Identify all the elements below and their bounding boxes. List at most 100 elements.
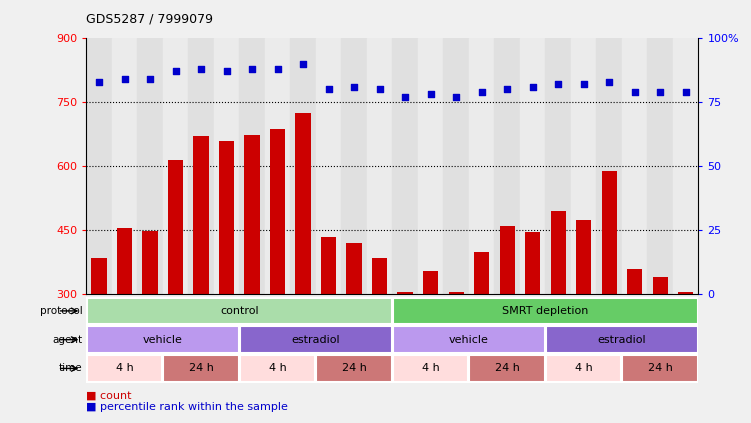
Bar xyxy=(194,136,209,423)
Bar xyxy=(520,38,545,294)
Bar xyxy=(494,38,520,294)
Point xyxy=(475,88,487,95)
Text: GDS5287 / 7999079: GDS5287 / 7999079 xyxy=(86,13,213,26)
Bar xyxy=(546,327,698,353)
Point xyxy=(348,83,360,90)
Bar xyxy=(367,38,392,294)
Point xyxy=(323,86,335,93)
Point xyxy=(119,76,131,82)
Bar xyxy=(143,231,158,423)
Point xyxy=(526,83,538,90)
Point xyxy=(399,93,411,100)
Bar xyxy=(596,38,622,294)
Point xyxy=(424,91,436,98)
Text: estradiol: estradiol xyxy=(598,335,646,345)
Bar xyxy=(240,327,392,353)
Bar xyxy=(469,38,494,294)
Bar xyxy=(469,355,545,382)
Bar xyxy=(316,355,392,382)
Bar xyxy=(295,113,311,423)
Text: 24 h: 24 h xyxy=(648,363,673,374)
Bar xyxy=(678,292,693,423)
Text: 24 h: 24 h xyxy=(342,363,366,374)
Bar xyxy=(86,38,112,294)
Bar xyxy=(112,38,137,294)
Bar xyxy=(546,355,621,382)
Point xyxy=(272,66,284,72)
Text: SMRT depletion: SMRT depletion xyxy=(502,306,589,316)
Bar xyxy=(393,355,469,382)
Bar xyxy=(372,258,388,423)
Text: 24 h: 24 h xyxy=(495,363,520,374)
Text: protocol: protocol xyxy=(40,306,83,316)
Bar xyxy=(270,129,285,423)
Text: control: control xyxy=(220,306,258,316)
Text: time: time xyxy=(59,363,83,374)
Point xyxy=(578,81,590,88)
Bar xyxy=(168,160,183,423)
Bar xyxy=(87,327,239,353)
Bar xyxy=(673,38,698,294)
Bar xyxy=(443,38,469,294)
Bar xyxy=(647,38,673,294)
Bar xyxy=(92,258,107,423)
Bar xyxy=(164,355,239,382)
Text: ■ percentile rank within the sample: ■ percentile rank within the sample xyxy=(86,402,288,412)
Bar xyxy=(214,38,240,294)
Bar xyxy=(87,298,392,324)
Text: 4 h: 4 h xyxy=(269,363,287,374)
Bar xyxy=(117,228,132,423)
Point xyxy=(450,93,462,100)
Text: 24 h: 24 h xyxy=(189,363,213,374)
Bar xyxy=(219,141,234,423)
Text: agent: agent xyxy=(53,335,83,345)
Bar xyxy=(189,38,214,294)
Bar xyxy=(87,355,162,382)
Point xyxy=(195,66,207,72)
Point xyxy=(144,76,156,82)
Bar xyxy=(545,38,571,294)
Bar xyxy=(393,327,545,353)
Text: ■ count: ■ count xyxy=(86,390,132,400)
Bar xyxy=(448,292,464,423)
Point xyxy=(93,78,105,85)
Bar xyxy=(623,355,698,382)
Bar xyxy=(342,38,367,294)
Bar xyxy=(321,237,336,423)
Bar xyxy=(316,38,342,294)
Bar xyxy=(622,38,647,294)
Point xyxy=(297,60,309,67)
Text: 4 h: 4 h xyxy=(116,363,134,374)
Bar xyxy=(163,38,189,294)
Text: 4 h: 4 h xyxy=(575,363,593,374)
Bar xyxy=(397,292,413,423)
Bar xyxy=(240,38,265,294)
Bar xyxy=(474,252,490,423)
Point xyxy=(501,86,513,93)
Point xyxy=(170,68,182,75)
Bar xyxy=(653,277,668,423)
Bar xyxy=(571,38,596,294)
Bar xyxy=(576,220,591,423)
Bar xyxy=(240,355,315,382)
Point xyxy=(629,88,641,95)
Text: estradiol: estradiol xyxy=(291,335,340,345)
Bar xyxy=(346,243,362,423)
Point xyxy=(654,88,666,95)
Bar xyxy=(265,38,291,294)
Point xyxy=(680,88,692,95)
Bar xyxy=(418,38,443,294)
Point xyxy=(246,66,258,72)
Bar xyxy=(499,226,515,423)
Bar xyxy=(525,233,540,423)
Bar xyxy=(245,135,260,423)
Bar xyxy=(423,271,439,423)
Text: vehicle: vehicle xyxy=(449,335,489,345)
Bar xyxy=(550,211,566,423)
Bar xyxy=(393,298,698,324)
Text: 4 h: 4 h xyxy=(422,363,439,374)
Bar xyxy=(627,269,642,423)
Text: vehicle: vehicle xyxy=(143,335,182,345)
Point xyxy=(374,86,386,93)
Bar xyxy=(602,170,617,423)
